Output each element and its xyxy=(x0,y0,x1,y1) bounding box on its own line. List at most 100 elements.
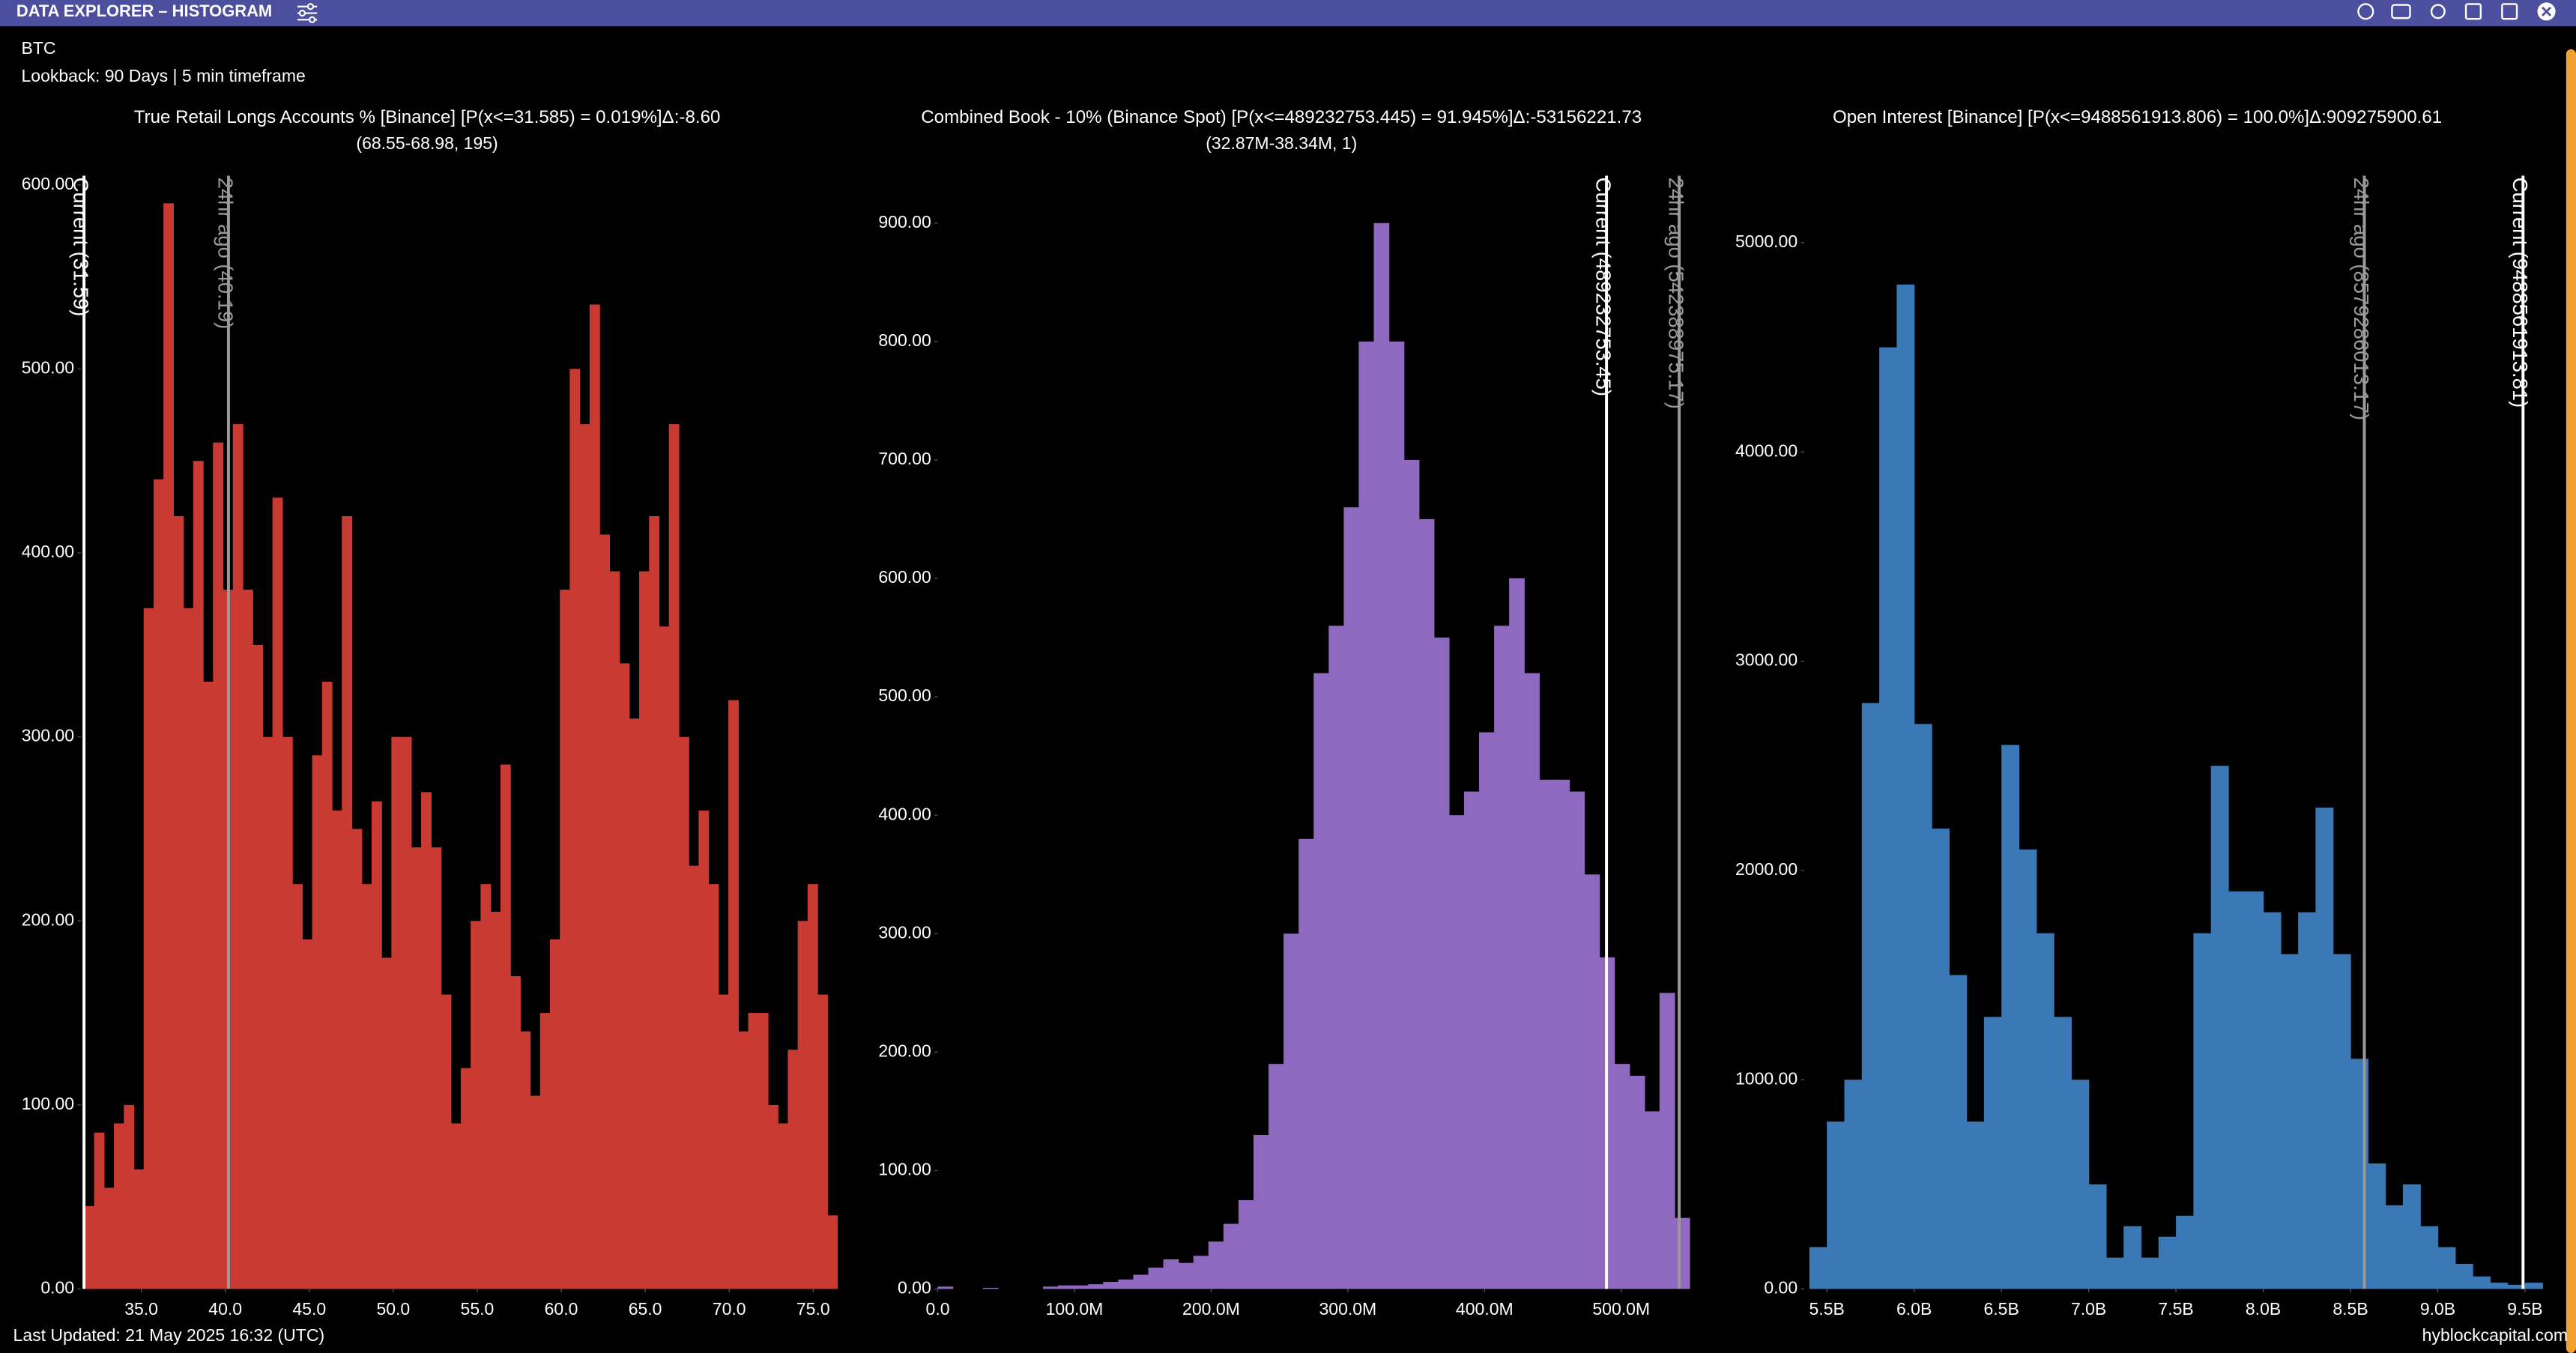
histogram-bar xyxy=(133,1169,145,1289)
histogram-bar xyxy=(302,939,313,1289)
histogram-bar xyxy=(1674,1217,1690,1289)
histogram-bar xyxy=(153,479,164,1289)
y-tick-label: 900.00 xyxy=(878,212,931,231)
histogram-bar xyxy=(342,515,353,1289)
y-tick-label: 0.00 xyxy=(898,1278,931,1298)
histogram-bar xyxy=(2036,933,2055,1289)
x-tick-label: 500.0M xyxy=(1592,1299,1650,1319)
histogram-bar xyxy=(767,1104,778,1289)
histogram-bar xyxy=(639,571,650,1289)
histogram-bar xyxy=(114,1123,124,1289)
histogram-bar xyxy=(253,644,264,1289)
histogram-bar xyxy=(1896,284,1915,1289)
screenshot-button[interactable] xyxy=(2391,4,2411,19)
settings-icon[interactable] xyxy=(297,3,318,23)
histogram-bar xyxy=(530,1095,541,1289)
histogram-bar xyxy=(1373,223,1390,1289)
x-tick-label: 400.0M xyxy=(1456,1299,1514,1319)
histogram-bar xyxy=(460,1068,471,1289)
histogram-bar xyxy=(1569,791,1585,1289)
histogram-bar xyxy=(787,1050,799,1289)
histogram-bar xyxy=(569,369,581,1289)
histogram-bar xyxy=(421,792,432,1289)
y-tick-label: 600.00 xyxy=(22,174,74,193)
chart-subtitle: (32.87M-38.34M, 1) xyxy=(1206,133,1357,153)
histogram-bar xyxy=(371,801,382,1289)
x-tick-label: 7.5B xyxy=(2158,1299,2193,1319)
histogram-bar xyxy=(193,461,204,1289)
histogram-chart: Open Interest [Binance] [P(x<=9488561913… xyxy=(1735,107,2543,1319)
histogram-bar xyxy=(1479,732,1495,1289)
histogram-bar xyxy=(1509,578,1525,1289)
histogram-bar xyxy=(560,590,571,1289)
histogram-chart: True Retail Longs Accounts % [Binance] [… xyxy=(22,107,838,1319)
histogram-bar xyxy=(312,755,323,1289)
histogram-bar xyxy=(1949,975,1968,1289)
histogram-bar xyxy=(2193,933,2212,1289)
histogram-bar xyxy=(2473,1276,2491,1289)
histogram-bar xyxy=(827,1215,838,1289)
export-button[interactable] xyxy=(2501,3,2518,20)
x-tick-label: 0.0 xyxy=(926,1299,950,1319)
scrollbar[interactable] xyxy=(2566,49,2576,1353)
histogram-bar xyxy=(728,700,739,1289)
reference-label: Current (9488561913.81) xyxy=(2509,178,2532,408)
save-button[interactable] xyxy=(2464,3,2482,20)
histogram-bar xyxy=(689,865,700,1289)
x-tick-label: 9.5B xyxy=(2507,1299,2542,1319)
histogram-bar xyxy=(1163,1259,1179,1289)
histogram-bar xyxy=(490,911,501,1289)
histogram-bar xyxy=(2123,1226,2142,1289)
histogram-chart: Combined Book - 10% (Binance Spot) [P(x<… xyxy=(878,107,1690,1319)
histogram-bar xyxy=(292,884,303,1289)
settings-button[interactable] xyxy=(2430,4,2446,19)
histogram-bar xyxy=(1914,724,1932,1289)
refresh-button[interactable] xyxy=(2357,3,2374,20)
histogram-bar xyxy=(1118,1279,1134,1289)
histogram-bar xyxy=(1879,347,1898,1289)
histogram-bar xyxy=(391,736,402,1289)
x-tick-label: 100.0M xyxy=(1046,1299,1104,1319)
y-tick-label: 600.00 xyxy=(878,567,931,587)
x-tick-label: 35.0 xyxy=(124,1299,158,1319)
reference-label: Current (489232753.45) xyxy=(1592,178,1615,396)
lookback: Lookback: 90 Days | 5 min timeframe xyxy=(22,66,306,85)
close-button[interactable] xyxy=(2537,2,2556,21)
histogram-bar xyxy=(272,497,283,1289)
histogram-bar xyxy=(1253,1135,1269,1289)
x-tick-label: 40.0 xyxy=(208,1299,242,1319)
histogram-bar xyxy=(2158,1236,2177,1289)
histogram-bar xyxy=(2455,1264,2473,1289)
histogram-bar xyxy=(213,442,224,1289)
x-tick-label: 50.0 xyxy=(376,1299,410,1319)
histogram-bar xyxy=(2141,1257,2159,1289)
y-tick-label: 100.00 xyxy=(878,1160,931,1179)
histogram-bar xyxy=(450,1123,462,1289)
histogram-bar xyxy=(982,1287,999,1289)
histogram-bar xyxy=(351,829,363,1289)
histogram-bar xyxy=(1844,1080,1863,1289)
histogram-bar xyxy=(2105,1257,2124,1289)
histogram-bar xyxy=(1178,1262,1194,1289)
histogram-bar xyxy=(678,736,689,1289)
histogram-bar xyxy=(668,424,680,1289)
histogram-bar xyxy=(1388,341,1405,1289)
reference-label: Current (31.59) xyxy=(70,178,93,317)
histogram-bar xyxy=(1539,779,1555,1289)
histogram-bar xyxy=(103,1187,115,1289)
y-tick-label: 0.00 xyxy=(1764,1278,1798,1298)
symbol: BTC xyxy=(22,38,56,58)
brand: hyblockcapital.com xyxy=(2422,1325,2568,1345)
histogram-bar xyxy=(1433,638,1450,1289)
x-tick-label: 8.0B xyxy=(2246,1299,2281,1319)
y-tick-label: 200.00 xyxy=(22,909,74,929)
histogram-bar xyxy=(1298,838,1314,1289)
reference-label: 24hr ago (542388975.17) xyxy=(1665,178,1688,409)
histogram-bar xyxy=(2437,1247,2456,1289)
histogram-bar xyxy=(1403,459,1420,1289)
histogram-bar xyxy=(1313,673,1329,1289)
histogram-bar xyxy=(510,975,521,1289)
histogram-bar xyxy=(758,1013,769,1289)
histogram-bar xyxy=(1269,1064,1284,1289)
y-tick-label: 4000.00 xyxy=(1735,441,1798,460)
